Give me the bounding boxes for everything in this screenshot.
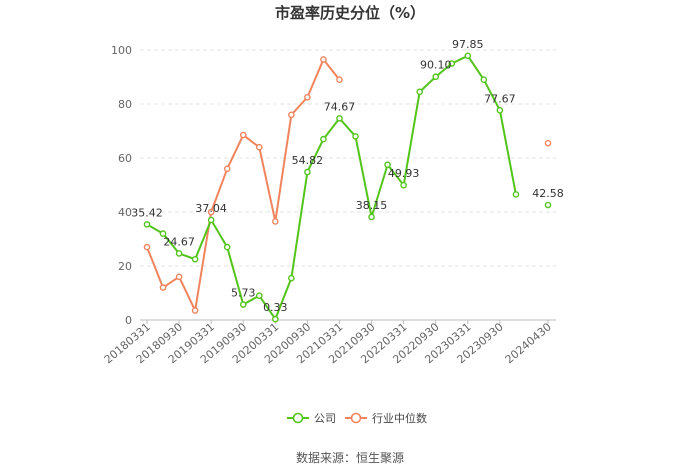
data-point bbox=[175, 273, 183, 281]
data-point bbox=[480, 76, 488, 83]
data-label: 37.04 bbox=[195, 202, 227, 215]
data-point bbox=[352, 133, 359, 140]
data-point bbox=[207, 208, 215, 216]
data-point bbox=[272, 218, 279, 225]
series-line-0 bbox=[146, 54, 517, 321]
data-point bbox=[336, 76, 343, 83]
data-point bbox=[143, 243, 151, 251]
data-label: 74.67 bbox=[324, 100, 356, 113]
data-point bbox=[384, 161, 391, 169]
data-label: 42.58 bbox=[532, 187, 564, 200]
x-tick-label: 20240430 bbox=[503, 320, 554, 366]
data-label: 38.15 bbox=[356, 199, 388, 212]
chart-title: 市盈率历史分位（%） bbox=[275, 4, 425, 22]
data-point bbox=[400, 181, 407, 189]
data-point bbox=[175, 250, 183, 257]
data-label: 5.73 bbox=[231, 287, 256, 300]
data-point bbox=[288, 274, 295, 282]
legend-swatch-marker bbox=[292, 412, 304, 424]
data-point bbox=[191, 307, 199, 314]
data-point bbox=[448, 60, 456, 67]
data-point bbox=[272, 315, 279, 323]
grid-lines bbox=[140, 49, 556, 321]
data-point bbox=[304, 168, 311, 176]
y-tick-label: 40 bbox=[118, 206, 132, 219]
data-point bbox=[496, 106, 504, 114]
data-point bbox=[320, 56, 327, 63]
source-note: 数据来源：恒生聚源 bbox=[296, 450, 404, 465]
data-point bbox=[416, 88, 423, 96]
series-points bbox=[143, 52, 552, 323]
x-axis: 2018033120180930201903312019093020200331… bbox=[102, 320, 554, 366]
y-tick-label: 0 bbox=[125, 314, 132, 327]
y-tick-label: 20 bbox=[118, 260, 132, 273]
y-tick-label: 60 bbox=[118, 152, 132, 165]
data-point bbox=[255, 292, 263, 300]
data-point bbox=[464, 52, 472, 60]
data-point bbox=[512, 191, 520, 198]
data-point bbox=[191, 255, 199, 263]
legend-label: 行业中位数 bbox=[372, 411, 427, 425]
data-label: 24.67 bbox=[163, 235, 195, 248]
legend-swatch-marker bbox=[350, 412, 362, 424]
data-point bbox=[304, 93, 311, 101]
data-label: 54.82 bbox=[292, 154, 324, 167]
data-label: 97.85 bbox=[452, 38, 484, 51]
data-point bbox=[143, 221, 151, 228]
data-point bbox=[432, 73, 440, 81]
series-lines bbox=[146, 54, 517, 321]
data-point bbox=[223, 243, 231, 251]
y-tick-label: 80 bbox=[118, 98, 132, 111]
data-point bbox=[336, 115, 343, 122]
data-label: 0.33 bbox=[263, 301, 288, 314]
data-label: 90.10 bbox=[420, 59, 452, 72]
data-point bbox=[239, 131, 247, 139]
data-point bbox=[320, 135, 327, 143]
data-point bbox=[223, 165, 231, 173]
data-point bbox=[368, 213, 375, 221]
legend-label: 公司 bbox=[314, 412, 336, 425]
data-point bbox=[544, 201, 552, 209]
data-point bbox=[239, 301, 247, 308]
data-point bbox=[544, 139, 552, 147]
y-axis: 0 20 40 60 80 100 bbox=[111, 44, 132, 327]
data-label: 77.67 bbox=[484, 92, 516, 105]
data-point bbox=[255, 143, 263, 151]
data-label: 49.93 bbox=[388, 167, 420, 180]
legend: 公司 行业中位数 bbox=[287, 411, 427, 425]
data-point bbox=[159, 230, 167, 237]
data-label: 35.42 bbox=[131, 206, 163, 219]
data-point bbox=[207, 216, 215, 224]
data-point bbox=[288, 111, 295, 119]
y-tick-label: 100 bbox=[111, 44, 132, 57]
data-labels: 35.42 24.67 37.04 5.73 0.33 54.82 74.67 38.15 49… bbox=[131, 38, 564, 314]
data-point bbox=[159, 284, 167, 291]
